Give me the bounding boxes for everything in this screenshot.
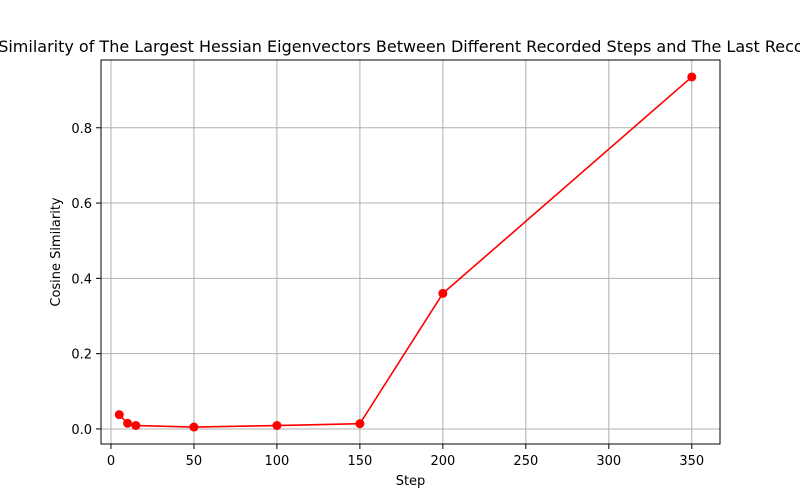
y-tick-label: 0.8 (71, 122, 92, 137)
data-point (189, 422, 199, 432)
x-tick-label: 150 (347, 454, 372, 469)
plot-frame (100, 59, 721, 445)
x-tick-label: 200 (430, 454, 455, 469)
x-tick-label: 0 (107, 454, 115, 469)
data-point (123, 418, 133, 428)
y-tick-label: 0.2 (71, 348, 92, 363)
y-tick-label: 0.0 (71, 423, 92, 438)
y-tick-label: 0.4 (71, 272, 92, 287)
data-point (272, 421, 282, 431)
data-point (687, 72, 697, 82)
x-tick-label: 50 (186, 454, 203, 469)
data-point (131, 421, 141, 431)
data-point (114, 410, 124, 420)
series (114, 72, 697, 432)
y-tick-label: 0.6 (71, 197, 92, 212)
data-point (438, 288, 448, 298)
data-point (355, 419, 365, 429)
grid (101, 60, 720, 444)
x-tick-label: 100 (264, 454, 289, 469)
x-tick-label: 300 (596, 454, 621, 469)
ticks: 0 50 100 150 200 250 300 350 0.0 0.2 0.4 0.6 0.8 (71, 122, 704, 469)
x-tick-label: 250 (513, 454, 538, 469)
x-axis-label: Step (396, 474, 426, 489)
x-tick-label: 350 (679, 454, 704, 469)
chart-title: Cosine Similarity of The Largest Hessian… (0, 37, 800, 56)
y-axis-label: Cosine Similarity (49, 197, 64, 307)
